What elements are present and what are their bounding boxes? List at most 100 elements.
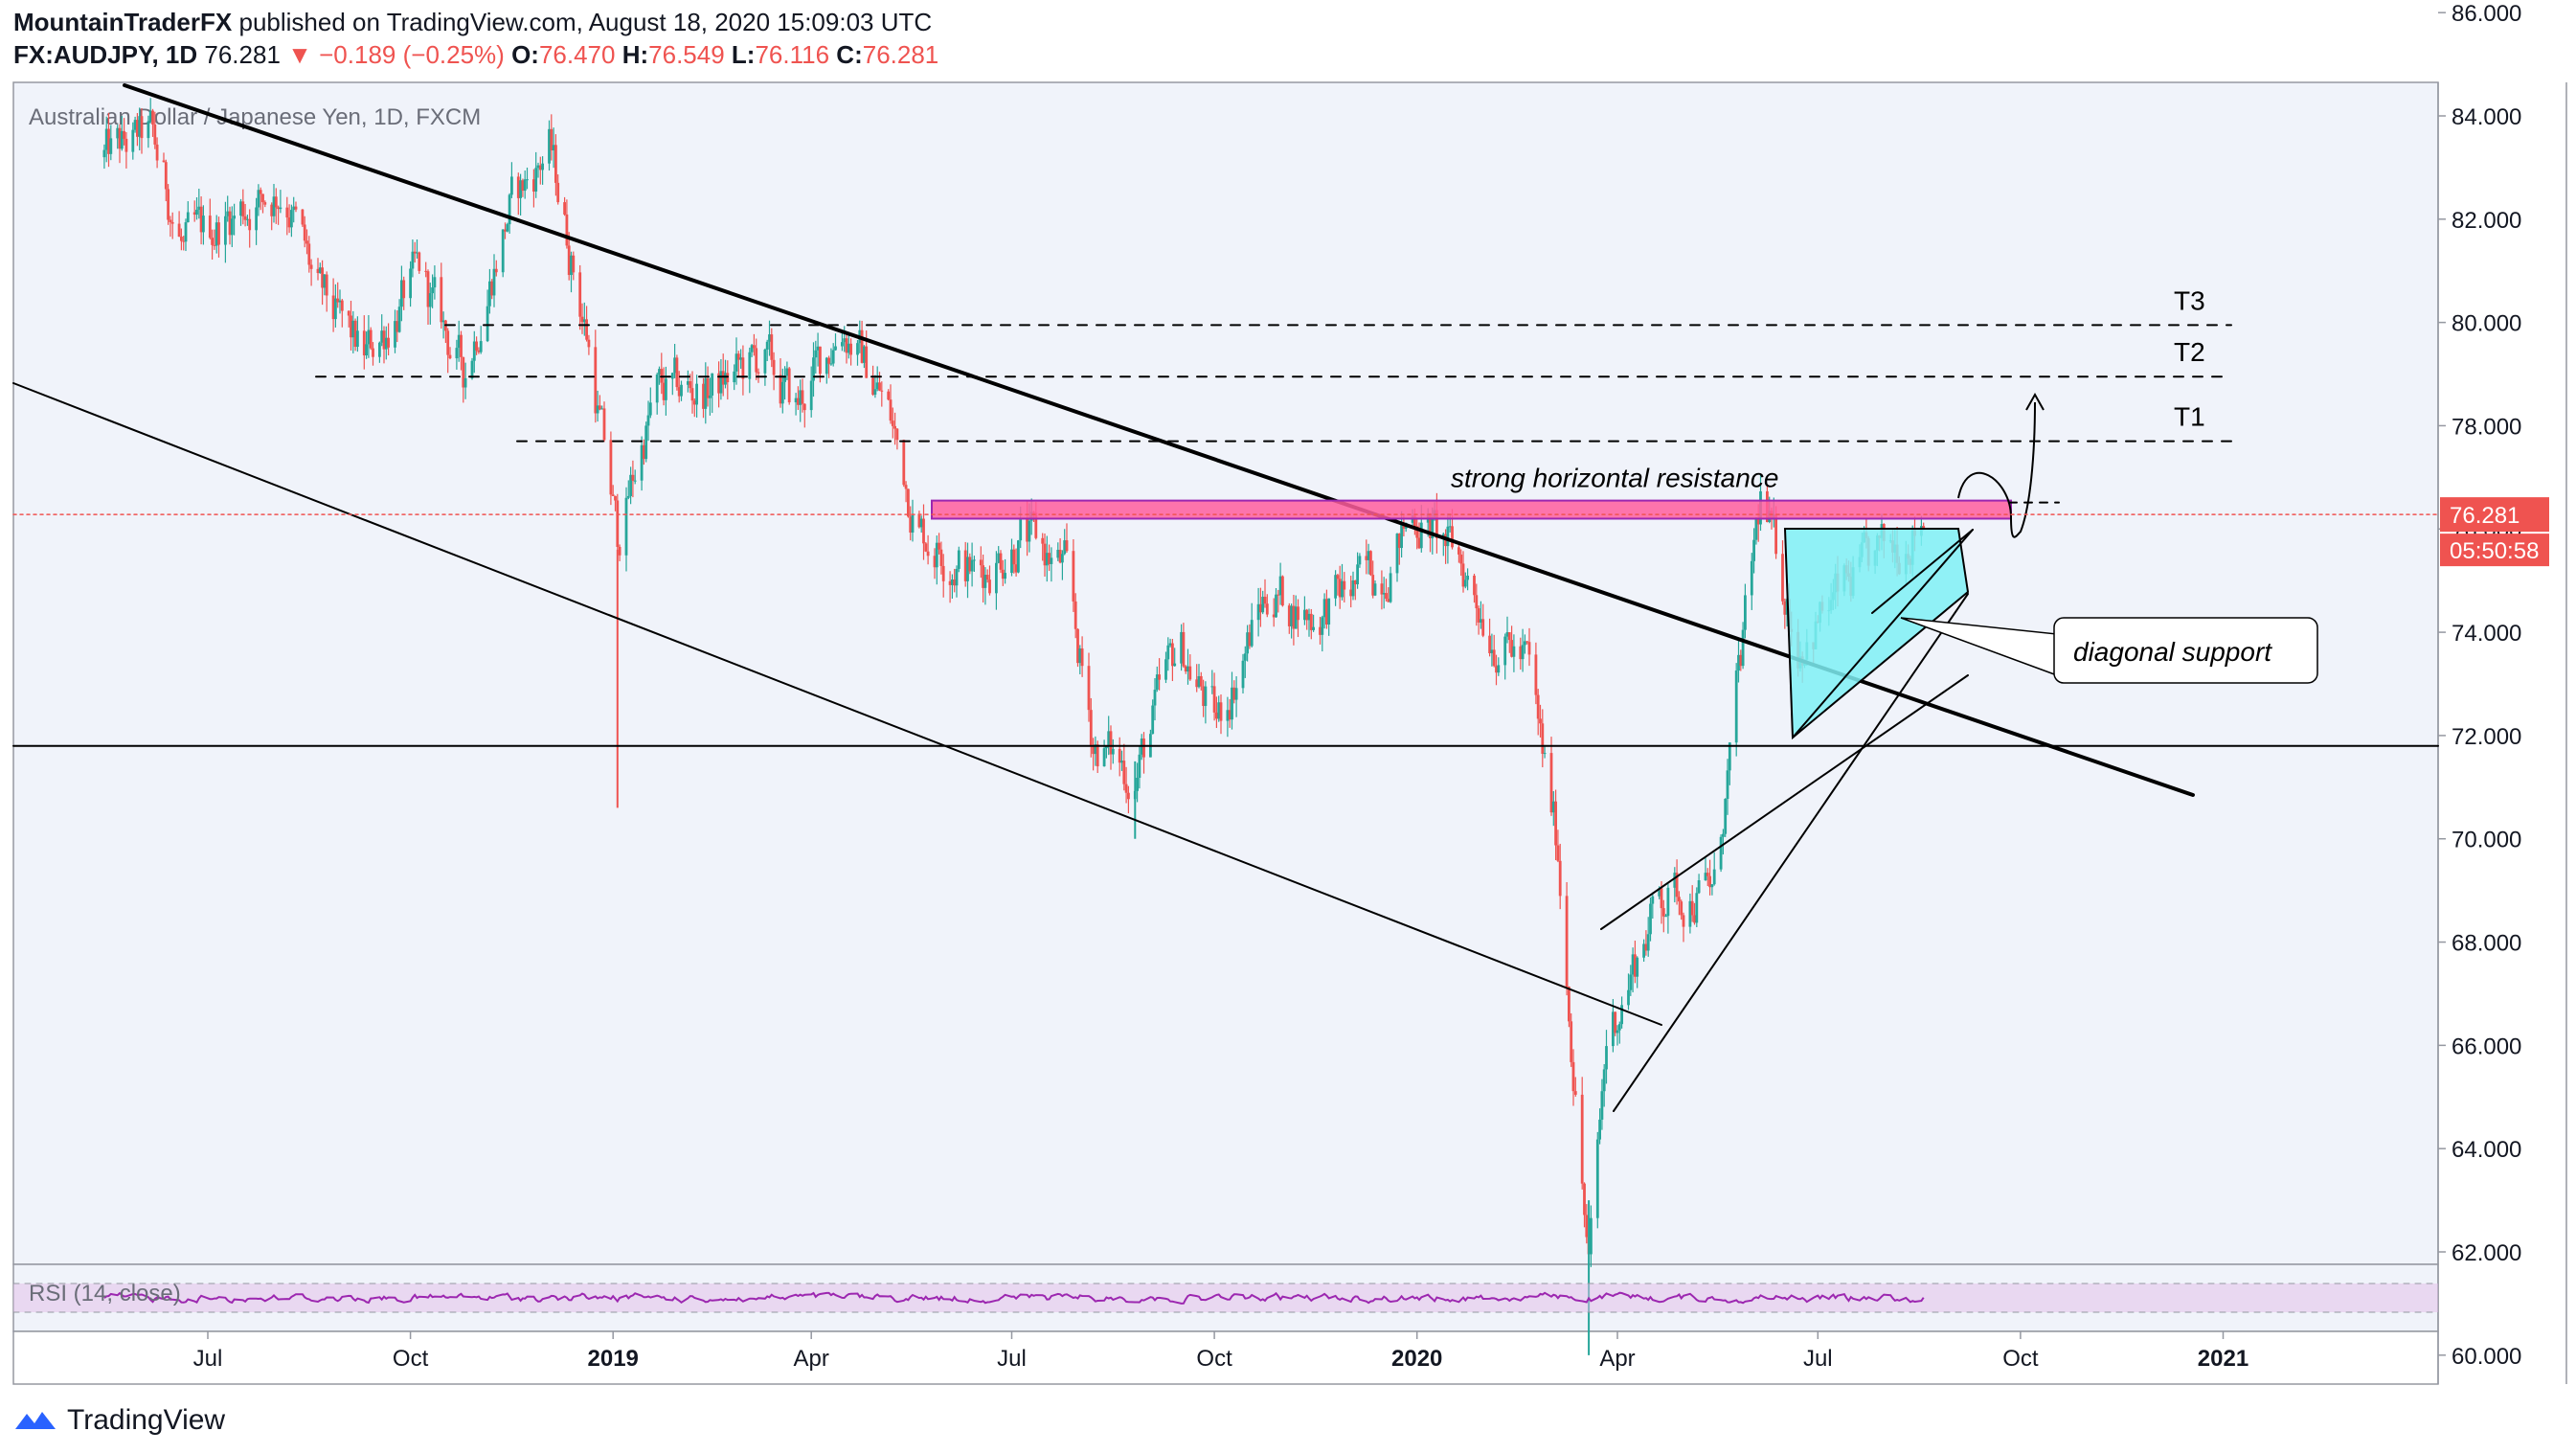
author-name[interactable]: MountainTraderFX	[13, 8, 233, 36]
candle-body	[177, 223, 181, 238]
open-label: O:	[511, 40, 539, 69]
candle-body	[397, 307, 401, 332]
price-pane	[12, 81, 2439, 1265]
candle-body	[1365, 556, 1368, 560]
candle-body	[433, 277, 437, 288]
candle-body	[878, 382, 881, 391]
candle-body	[367, 329, 371, 345]
candle-body	[780, 381, 784, 404]
candle-body	[1001, 569, 1005, 579]
candle-body	[1272, 614, 1276, 618]
candle-body	[1109, 731, 1113, 755]
candle-body	[616, 500, 620, 547]
candle-body	[526, 179, 529, 181]
candle-body	[1105, 745, 1108, 749]
candle-body	[939, 549, 943, 566]
candle-body	[541, 163, 544, 170]
wedge-upper-line	[1600, 674, 1969, 930]
candle-body	[463, 377, 467, 388]
candle-body	[395, 321, 399, 332]
candle-body	[563, 202, 566, 215]
candle-body	[1752, 539, 1755, 561]
candle-body	[202, 216, 205, 233]
candle-body	[1321, 617, 1324, 635]
candle-body	[1058, 550, 1062, 563]
candle-body	[1551, 801, 1555, 813]
candle-body	[618, 546, 621, 556]
candle-body	[384, 337, 388, 350]
candle-body	[215, 222, 218, 246]
candle-body	[257, 190, 260, 208]
candle-body	[1660, 888, 1663, 909]
candle-body	[239, 201, 242, 216]
candle-body	[1327, 598, 1331, 625]
candle-body	[1387, 599, 1390, 602]
candle-body	[554, 145, 557, 183]
x-tick-label: Apr	[794, 1346, 829, 1372]
candle-body	[1305, 609, 1309, 621]
candle-body	[321, 267, 324, 288]
candle-body	[1585, 1215, 1589, 1238]
candle-body	[538, 165, 542, 170]
candle-body	[516, 176, 520, 198]
candle-body	[241, 201, 245, 216]
candle-body	[704, 378, 708, 409]
candle-body	[797, 398, 800, 405]
candle-body	[1127, 792, 1130, 800]
candle-body	[1358, 556, 1362, 565]
candle-body	[624, 497, 628, 556]
candle-body	[416, 252, 418, 254]
candle-body	[182, 240, 186, 242]
candle-body	[1737, 654, 1740, 671]
candle-body	[272, 196, 276, 216]
candle-body	[287, 217, 291, 228]
candle-body	[834, 346, 837, 351]
candle-body	[1369, 551, 1372, 576]
candle-body	[536, 165, 540, 169]
candle-body	[924, 543, 928, 552]
candle-body	[1371, 575, 1375, 596]
candle-body	[665, 378, 667, 400]
candle-body	[1034, 512, 1038, 538]
low-value: 76.116	[755, 40, 830, 69]
symbol-label[interactable]: FX:AUDJPY, 1D	[13, 40, 198, 69]
candle-body	[1605, 1046, 1608, 1070]
candle-body	[1556, 845, 1560, 861]
candle-body	[1590, 1217, 1593, 1255]
candle-body	[680, 384, 683, 397]
candle-body	[472, 341, 476, 361]
candle-body	[1612, 1011, 1615, 1047]
candle-body	[609, 440, 613, 495]
candle-body	[116, 127, 120, 139]
tradingview-footer[interactable]: TradingView	[13, 1404, 225, 1437]
candle-body	[1380, 583, 1384, 595]
candle-body	[338, 300, 342, 303]
target-label: T1	[2174, 402, 2205, 432]
candle-body	[1356, 564, 1359, 585]
candle-body	[1153, 690, 1157, 706]
candle-body	[1620, 1005, 1623, 1025]
candle-body	[1728, 742, 1731, 771]
candle-body	[1041, 537, 1045, 544]
candle-body	[973, 559, 976, 561]
candle-body	[1219, 702, 1223, 721]
candle-body	[552, 145, 555, 151]
candle-body	[1351, 580, 1355, 597]
candle-body	[292, 206, 296, 211]
candle-body	[695, 383, 698, 405]
candle-body	[988, 579, 991, 594]
candle-body	[843, 338, 847, 343]
candle-body	[1580, 1094, 1584, 1184]
candle-body	[706, 378, 710, 398]
candle-body	[1073, 601, 1077, 629]
candle-body	[1164, 659, 1167, 680]
candle-body	[208, 216, 212, 239]
candle-body	[1644, 943, 1648, 951]
candle-body	[431, 287, 434, 294]
candle-body	[120, 130, 124, 149]
candle-body	[1664, 916, 1667, 918]
candle-body	[448, 354, 452, 359]
candle-body	[1570, 1021, 1573, 1062]
candle-body	[1719, 836, 1723, 870]
